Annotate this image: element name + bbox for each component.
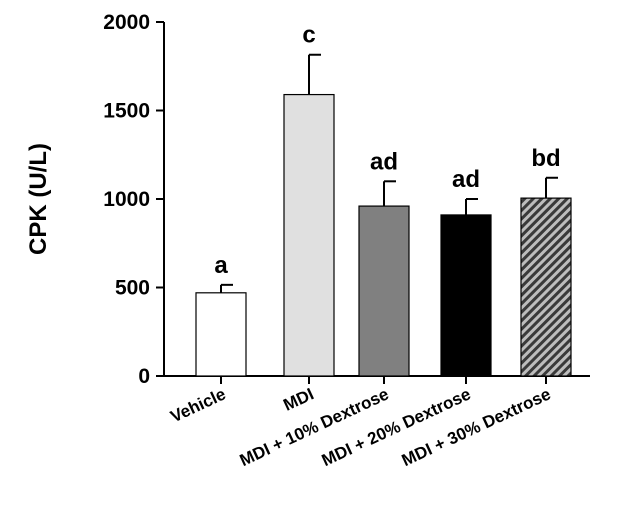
category-label: MDI + 20% Dextrose bbox=[319, 384, 474, 470]
bar bbox=[440, 214, 492, 377]
category-label: MDI + 30% Dextrose bbox=[399, 384, 554, 470]
y-tick-label: 1500 bbox=[103, 100, 150, 123]
significance-label: ad bbox=[452, 166, 480, 193]
y-tick-label: 2000 bbox=[103, 11, 150, 34]
significance-label: c bbox=[302, 22, 315, 49]
bar bbox=[358, 205, 410, 377]
y-tick-label: 0 bbox=[138, 365, 150, 388]
bar bbox=[520, 197, 572, 377]
significance-label: a bbox=[214, 252, 228, 279]
y-tick-label: 1000 bbox=[103, 188, 150, 211]
category-label: MDI bbox=[280, 384, 316, 414]
y-axis-title: CPK (U/L) bbox=[25, 143, 52, 255]
y-tick-label: 500 bbox=[115, 277, 150, 300]
bar bbox=[195, 292, 247, 377]
significance-label: ad bbox=[370, 148, 398, 175]
bar bbox=[283, 93, 335, 377]
category-label: Vehicle bbox=[168, 384, 229, 426]
significance-label: bd bbox=[531, 145, 560, 172]
